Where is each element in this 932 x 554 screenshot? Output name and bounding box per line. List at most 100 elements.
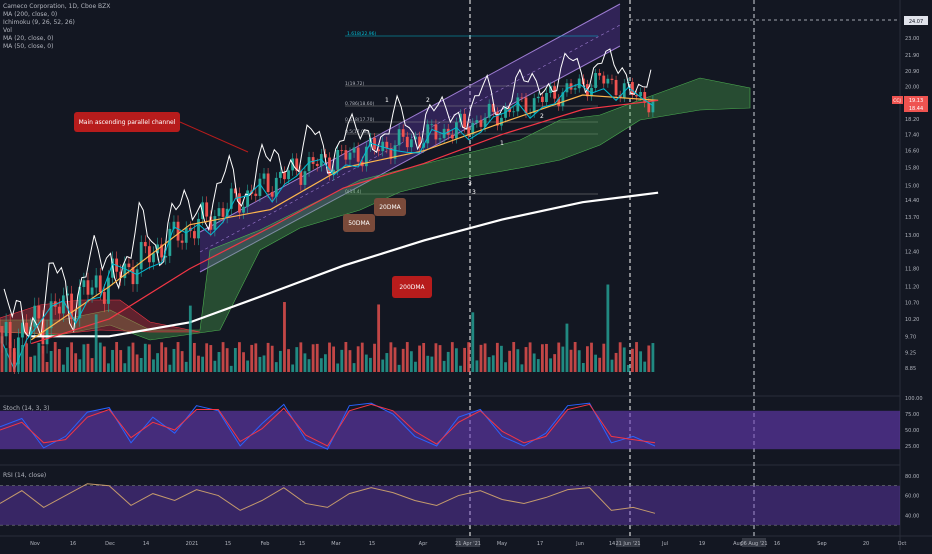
candle-body — [4, 321, 8, 337]
volume-bar — [319, 358, 323, 372]
volume-bar — [422, 343, 426, 372]
volume-bar — [569, 349, 573, 372]
level-mark-label: 24.07 — [909, 19, 923, 25]
volume-bar — [340, 349, 344, 372]
candle-body — [369, 137, 372, 147]
candle-body — [401, 129, 405, 137]
legend-ichimoku[interactable]: Ichimoku (9, 26, 52, 26) — [3, 19, 75, 26]
volume-bar — [614, 352, 618, 372]
candle-body — [299, 170, 303, 185]
volume-bar — [57, 349, 61, 372]
candle-body — [348, 152, 352, 160]
volume-bar — [487, 357, 491, 372]
rsi-title[interactable]: RSI (14, close) — [3, 472, 47, 479]
volume-bar — [508, 350, 512, 372]
candle-body — [74, 318, 78, 320]
volume-bar — [12, 352, 16, 372]
volume-bar — [561, 346, 565, 372]
candle-body — [573, 88, 577, 90]
candle-body — [283, 171, 286, 180]
volume-bar — [143, 343, 147, 372]
candle-body — [373, 137, 376, 150]
candle-body — [631, 82, 634, 96]
candle-body — [217, 208, 221, 217]
volume-bar — [405, 342, 409, 372]
volume-bar — [352, 363, 356, 372]
candle-body — [233, 188, 237, 194]
price-tick-label: 20.90 — [905, 69, 919, 75]
wave-label: 1 — [500, 140, 504, 147]
candle-body — [205, 202, 209, 217]
fib-level-label: 0.786(18.60) — [345, 101, 375, 107]
candle-body — [246, 190, 250, 207]
time-tick-label: 14 — [609, 541, 615, 547]
candle-body — [471, 122, 475, 135]
time-tick-label: May — [497, 541, 507, 547]
candle-body — [352, 147, 356, 153]
time-tick-label: Sep — [817, 541, 826, 547]
volume-bar — [430, 356, 434, 372]
candle-body — [180, 240, 184, 243]
volume-bar — [328, 342, 331, 372]
candle-body — [336, 150, 340, 170]
candle-body — [143, 242, 147, 247]
wave-label: 3 — [472, 189, 476, 196]
ichimoku-conversion-line — [1, 83, 654, 371]
volume-bar — [274, 362, 278, 372]
volume-bar — [639, 351, 643, 372]
volume-bar — [557, 342, 561, 372]
volume-bar — [467, 342, 471, 372]
stoch-band — [0, 410, 900, 450]
candle-body — [135, 269, 139, 285]
candle-body — [21, 322, 24, 338]
volume-bar — [324, 354, 327, 372]
time-tick-highlight — [742, 538, 766, 547]
volume-group — [0, 284, 655, 372]
symbol-title[interactable]: Cameco Corporation, 1D, Cboe BZX — [3, 3, 111, 10]
candle-body — [598, 72, 602, 76]
volume-bar — [553, 354, 557, 372]
price-tick-label: 14.40 — [905, 198, 919, 204]
volume-bar — [565, 323, 569, 372]
legend-vol[interactable]: Vol — [3, 27, 12, 34]
candle-body — [328, 157, 331, 175]
candle-body — [553, 86, 557, 99]
candle-body — [426, 124, 430, 144]
candle-body — [418, 136, 421, 148]
volume-bar — [434, 343, 438, 372]
legend-ma20[interactable]: MA (20, close, 0) — [3, 35, 54, 42]
candle-body — [270, 191, 274, 197]
volume-bar — [70, 342, 73, 372]
volume-bar — [360, 342, 364, 372]
candle-body — [274, 177, 278, 197]
legend-ma200[interactable]: MA (200, close, 0) — [3, 11, 58, 18]
volume-bar — [401, 348, 405, 372]
candle-body — [287, 170, 290, 180]
candle-body — [221, 208, 225, 217]
volume-bar — [459, 365, 462, 372]
candle-body — [262, 173, 266, 179]
stoch-tick-label: 100.00 — [905, 396, 923, 402]
time-tick-label: Jul — [661, 541, 668, 547]
candle-body — [131, 267, 135, 285]
price-tick-label: 23.00 — [905, 36, 919, 42]
price-tick-label: 13.00 — [905, 233, 919, 239]
candle-body — [225, 208, 229, 217]
rsi-band — [0, 485, 900, 526]
volume-bar — [303, 353, 307, 372]
candle-body — [278, 171, 282, 178]
fib-level-label: 0.618(17.70) — [345, 117, 375, 123]
candle-body — [98, 275, 102, 292]
legend-ma50[interactable]: MA (50, close, 0) — [3, 43, 54, 50]
volume-bar — [66, 347, 69, 372]
volume-bar — [82, 344, 86, 372]
volume-bar — [205, 343, 209, 372]
volume-bar — [369, 357, 372, 372]
volume-bar — [471, 312, 475, 372]
stoch-title[interactable]: Stoch (14, 3, 3) — [3, 405, 50, 412]
volume-bar — [332, 346, 335, 372]
volume-bar — [475, 360, 479, 372]
candle-body — [463, 113, 466, 128]
